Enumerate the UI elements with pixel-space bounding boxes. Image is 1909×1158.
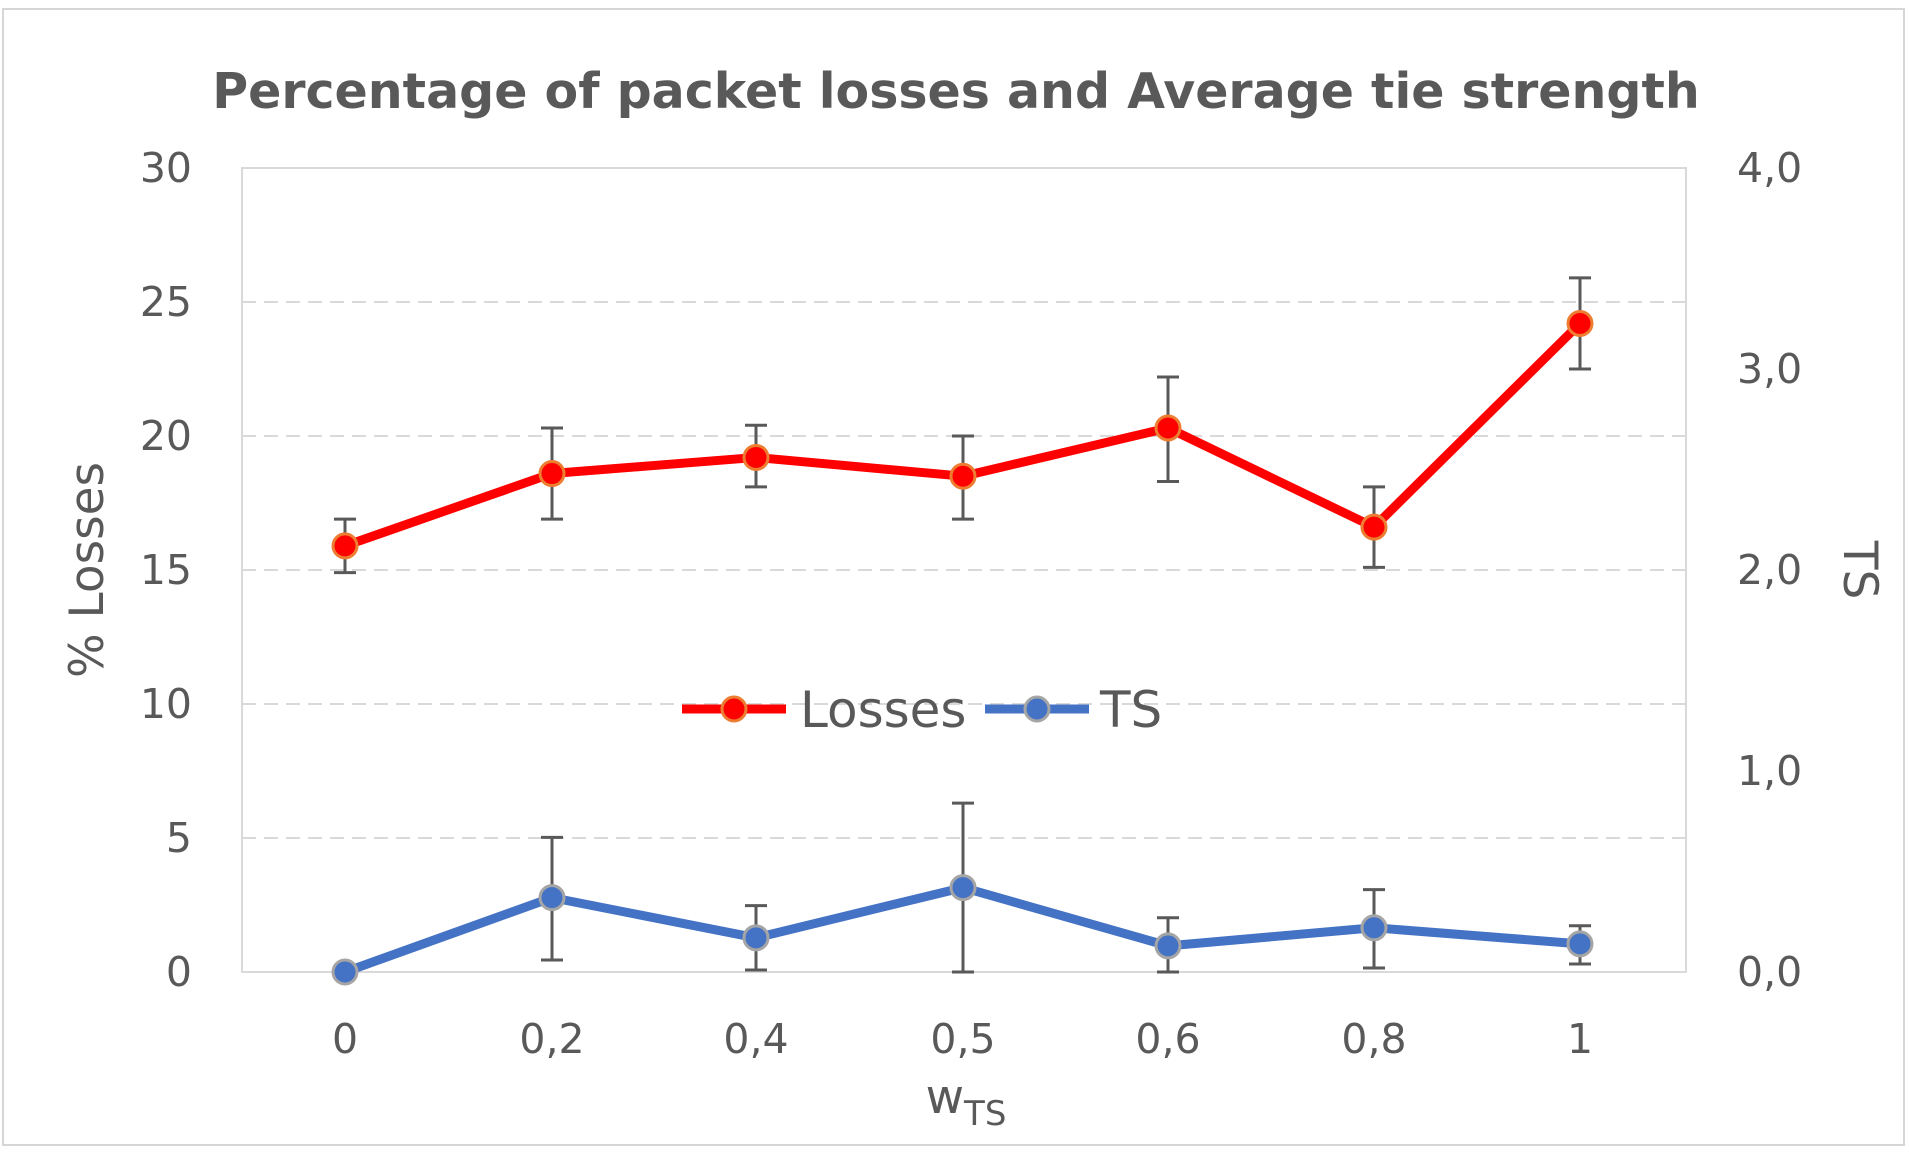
legend[interactable]: Losses TS bbox=[682, 681, 1162, 739]
y-left-tick-label: 5 bbox=[166, 814, 192, 862]
x-axis-title-main: w bbox=[926, 1070, 964, 1125]
data-point-losses bbox=[1360, 513, 1388, 541]
data-point-ts bbox=[1360, 914, 1388, 942]
data-point-ts bbox=[331, 958, 359, 986]
y-right-tick-label: 3,0 bbox=[1737, 345, 1802, 393]
chart-title: Percentage of packet losses and Average … bbox=[212, 63, 1700, 120]
data-point-ts bbox=[1154, 932, 1182, 960]
series-layer bbox=[331, 276, 1594, 986]
legend-losses-marker bbox=[720, 695, 748, 723]
y-left-tick-label: 0 bbox=[166, 948, 192, 996]
y-right-tick-label: 2,0 bbox=[1737, 546, 1802, 594]
data-point-losses bbox=[949, 462, 977, 490]
data-point-losses bbox=[538, 460, 566, 488]
y-right-tick-label: 1,0 bbox=[1737, 747, 1802, 795]
x-tick-label: 0,8 bbox=[1341, 1015, 1406, 1063]
x-axis-title: wTS bbox=[926, 1070, 1007, 1134]
y-left-tick-label: 10 bbox=[140, 680, 192, 728]
data-point-losses bbox=[742, 443, 770, 471]
x-tick-label: 0,4 bbox=[723, 1015, 788, 1063]
data-point-losses bbox=[331, 532, 359, 560]
data-point-ts bbox=[538, 884, 566, 912]
chart-frame bbox=[2, 8, 1905, 1146]
data-point-losses bbox=[1154, 414, 1182, 442]
y-left-tick-label: 25 bbox=[140, 278, 192, 326]
y-left-tick-label: 20 bbox=[140, 412, 192, 460]
left-axis-ticks: 0 5 10 15 20 25 30 bbox=[140, 144, 192, 996]
y-right-tick-label: 0,0 bbox=[1737, 948, 1802, 996]
series-ts bbox=[331, 801, 1594, 986]
x-tick-label: 0,6 bbox=[1135, 1015, 1200, 1063]
x-tick-label: 0 bbox=[332, 1015, 358, 1063]
y-left-tick-label: 15 bbox=[140, 546, 192, 594]
y-right-axis-title: TS bbox=[1832, 540, 1887, 600]
legend-ts-marker bbox=[1023, 695, 1051, 723]
y-right-tick-label: 4,0 bbox=[1737, 144, 1802, 192]
y-left-axis-title: % Losses bbox=[60, 462, 115, 678]
x-axis-ticks: 0 0,2 0,4 0,5 0,6 0,8 1 bbox=[332, 1015, 1593, 1063]
legend-ts-label: TS bbox=[1099, 681, 1162, 739]
y-left-tick-label: 30 bbox=[140, 144, 192, 192]
data-point-ts bbox=[949, 874, 977, 902]
x-tick-label: 0,5 bbox=[930, 1015, 995, 1063]
x-tick-label: 0,2 bbox=[519, 1015, 584, 1063]
x-axis-title-subscript: TS bbox=[963, 1094, 1006, 1134]
data-point-ts bbox=[1566, 930, 1594, 958]
right-axis-ticks: 0,0 1,0 2,0 3,0 4,0 bbox=[1737, 144, 1802, 996]
data-point-losses bbox=[1566, 309, 1594, 337]
data-point-ts bbox=[742, 924, 770, 952]
legend-losses-label: Losses bbox=[800, 681, 966, 739]
series-losses bbox=[331, 276, 1594, 575]
x-tick-label: 1 bbox=[1567, 1015, 1593, 1063]
